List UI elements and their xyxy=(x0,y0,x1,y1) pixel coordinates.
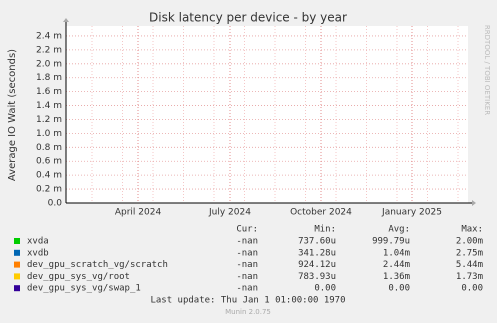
x-tick-label: October 2024 xyxy=(290,208,352,218)
legend-stat: -nan xyxy=(236,272,258,282)
legend-stat: 2.75m xyxy=(456,248,483,258)
x-tick-label: April 2024 xyxy=(115,208,162,218)
legend-header: Cur: xyxy=(236,225,258,235)
y-tick-label: 1.2 m xyxy=(36,115,62,125)
minor-grid xyxy=(91,26,459,203)
legend-stat: 5.44m xyxy=(456,260,483,270)
legend-stat: -nan xyxy=(236,284,258,294)
legend-label: dev_gpu_scratch_vg/scratch xyxy=(27,260,168,270)
y-tick-label: 0.0 xyxy=(48,199,63,209)
legend-stat: 999.79u xyxy=(372,237,410,247)
y-tick-label: 1.4 m xyxy=(36,101,62,111)
y-tick-label: 1.0 m xyxy=(36,129,62,139)
legend-stat: 2.00m xyxy=(456,237,483,247)
legend-label: xvdb xyxy=(27,248,49,258)
legend-stat: 1.36m xyxy=(383,272,410,282)
last-update: Last update: Thu Jan 1 01:00:00 1970 xyxy=(150,296,345,306)
watermark: RRDTOOL / TOBI OETIKER xyxy=(483,25,491,115)
plot-area xyxy=(66,26,468,203)
legend-header: Max: xyxy=(461,225,483,235)
legend-stat: 783.93u xyxy=(298,272,336,282)
y-tick-label: 0.2 m xyxy=(36,185,62,195)
y-tick-label: 0.4 m xyxy=(36,171,62,181)
legend-stat: 1.04m xyxy=(383,248,410,258)
legend-header: Min: xyxy=(314,225,336,235)
legend-label: dev_gpu_sys_vg/swap_1 xyxy=(27,284,141,294)
legend-stat: 341.28u xyxy=(298,248,336,258)
legend-stat: 0.00 xyxy=(461,284,483,294)
y-tick-label: 2.2 m xyxy=(36,45,62,55)
legend-label: xvda xyxy=(27,237,49,247)
y-tick-label: 1.6 m xyxy=(36,87,62,97)
y-tick-label: 2.4 m xyxy=(36,31,62,41)
x-axis-arrow xyxy=(472,200,476,206)
legend-label: dev_gpu_sys_vg/root xyxy=(27,272,130,282)
plot xyxy=(66,26,468,204)
legend-swatch xyxy=(14,249,20,256)
legend-stat: 0.00 xyxy=(388,284,410,294)
legend-swatch xyxy=(14,261,20,268)
legend-stat: 924.12u xyxy=(298,260,336,270)
x-tick-label: January 2025 xyxy=(381,208,442,218)
y-tick-label: 0.8 m xyxy=(36,143,62,153)
legend-swatch xyxy=(14,238,20,244)
legend-stat: 737.60u xyxy=(298,237,336,247)
y-tick-label: 1.8 m xyxy=(36,73,62,83)
legend-header: Avg: xyxy=(388,225,410,235)
y-axis-arrow xyxy=(63,18,69,22)
y-tick-label: 2.0 m xyxy=(36,59,62,69)
y-axis-label: Average IO Wait (seconds) xyxy=(7,49,18,181)
legend-swatch xyxy=(14,285,20,292)
legend-stat: 2.44m xyxy=(383,260,410,270)
legend-stat: 1.73m xyxy=(456,272,483,282)
legend-stat: -nan xyxy=(236,260,258,270)
x-tick-label: July 2024 xyxy=(208,208,251,218)
legend-stat: -nan xyxy=(236,248,258,258)
y-tick-label: 0.6 m xyxy=(36,157,62,167)
chart-title: Disk latency per device - by year xyxy=(149,11,347,25)
legend-stat: -nan xyxy=(236,237,258,247)
legend-swatch xyxy=(14,273,20,280)
legend-stat: 0.00 xyxy=(314,284,336,294)
footer: Munin 2.0.75 xyxy=(225,308,271,316)
